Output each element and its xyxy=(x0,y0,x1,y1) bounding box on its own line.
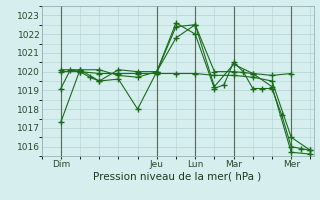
X-axis label: Pression niveau de la mer( hPa ): Pression niveau de la mer( hPa ) xyxy=(93,172,262,182)
